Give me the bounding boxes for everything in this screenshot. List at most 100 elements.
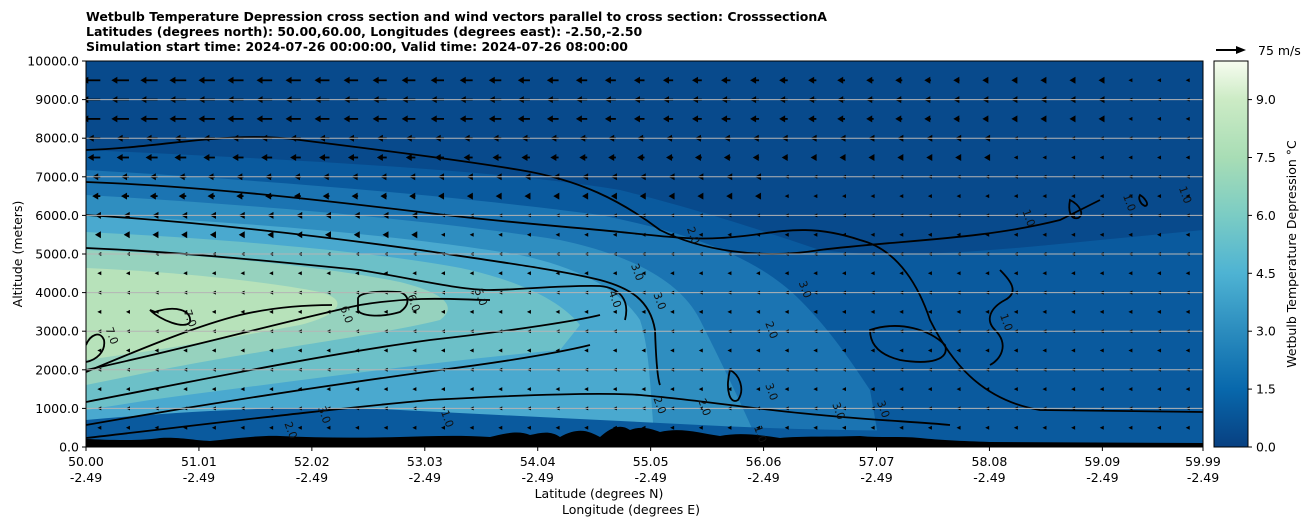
wind-arrow bbox=[612, 348, 617, 353]
wind-arrow-head bbox=[841, 271, 846, 276]
contour-label: 1.0 bbox=[438, 408, 456, 429]
wind-arrow-head bbox=[434, 154, 441, 161]
contour-line bbox=[1138, 193, 1148, 207]
wind-arrow bbox=[97, 387, 102, 392]
x-tick-label-longitude: -2.49 bbox=[1187, 470, 1219, 485]
wind-arrow-head bbox=[670, 387, 675, 392]
wind-arrow-head bbox=[383, 425, 388, 430]
wind-arrow-head bbox=[784, 425, 789, 430]
wind-arrow-head bbox=[526, 309, 531, 314]
wind-arrow-head bbox=[211, 425, 216, 430]
wind-arrow bbox=[756, 387, 761, 392]
wind-arrow-head bbox=[813, 232, 818, 237]
colorbar-tick-label: 0.0 bbox=[1256, 440, 1276, 455]
wind-arrow-head bbox=[584, 348, 589, 353]
contour-line bbox=[86, 333, 106, 363]
wind-arrow bbox=[1071, 232, 1076, 237]
wind-arrow bbox=[727, 387, 732, 392]
wind-arrow-head bbox=[582, 192, 589, 200]
wind-arrow bbox=[326, 425, 331, 430]
wind-arrow bbox=[897, 154, 904, 161]
wind-arrow bbox=[409, 192, 416, 200]
colorbar-tick-label: 7.5 bbox=[1256, 150, 1276, 165]
wind-arrow-head bbox=[459, 76, 466, 84]
wind-arrow bbox=[111, 115, 129, 123]
wind-arrow-head bbox=[297, 425, 302, 430]
wind-arrow bbox=[1071, 155, 1076, 160]
wind-arrow-head bbox=[207, 192, 214, 200]
wind-arrow-head bbox=[463, 154, 470, 161]
wind-arrow-head bbox=[1185, 155, 1190, 160]
wind-arrow bbox=[985, 387, 990, 392]
wind-arrow bbox=[94, 231, 101, 239]
wind-arrow bbox=[633, 115, 645, 123]
wind-arrow bbox=[322, 192, 330, 200]
wind-arrow-head bbox=[116, 154, 123, 161]
wind-arrow bbox=[372, 115, 387, 123]
wind-arrow-head bbox=[866, 115, 873, 123]
wind-arrow bbox=[521, 154, 530, 161]
wind-arrow bbox=[1013, 271, 1018, 276]
wind-arrow-head bbox=[517, 115, 524, 123]
wind-arrow bbox=[784, 271, 789, 276]
wind-arrow-head bbox=[839, 154, 846, 161]
wind-arrow-head bbox=[227, 115, 234, 123]
wind-arrow-head bbox=[469, 348, 474, 353]
wind-arrow bbox=[899, 194, 904, 199]
wind-arrow bbox=[469, 309, 474, 314]
wind-arrow bbox=[401, 115, 416, 123]
wind-arrow-head bbox=[198, 76, 205, 84]
wind-arrow-head bbox=[897, 154, 904, 161]
wind-arrow-head bbox=[459, 115, 466, 123]
wind-arrow bbox=[438, 192, 445, 200]
wind-arrow-head bbox=[438, 192, 445, 200]
wind-arrow-head bbox=[1185, 425, 1190, 430]
wind-arrow-head bbox=[1099, 387, 1104, 392]
wind-arrow bbox=[692, 115, 702, 123]
wind-arrow-head bbox=[1128, 271, 1133, 276]
wind-arrow bbox=[1157, 387, 1162, 392]
wind-arrow bbox=[633, 76, 645, 84]
wind-arrow bbox=[756, 271, 761, 276]
colorbar-tick-label: 6.0 bbox=[1256, 208, 1276, 223]
wind-arrow-head bbox=[781, 154, 788, 161]
wind-arrow bbox=[125, 387, 130, 392]
contour-label: 1.0 bbox=[1120, 192, 1138, 213]
wind-arrow-head bbox=[784, 271, 789, 276]
wind-arrow-head bbox=[1071, 194, 1076, 199]
wind-arrow-head bbox=[1185, 116, 1190, 121]
wind-arrow bbox=[813, 387, 818, 392]
wind-arrow-head bbox=[267, 231, 274, 239]
wind-arrow-head bbox=[555, 348, 560, 353]
wind-arrow-head bbox=[326, 309, 331, 314]
wind-arrow-head bbox=[870, 309, 875, 314]
wind-arrow bbox=[526, 348, 531, 353]
wind-arrow bbox=[727, 309, 732, 314]
wind-arrow bbox=[899, 271, 904, 276]
wind-arrow bbox=[154, 425, 159, 430]
wind-arrow bbox=[1128, 309, 1133, 314]
wind-arrow-head bbox=[355, 425, 360, 430]
wind-arrow-head bbox=[285, 76, 292, 84]
wind-arrow bbox=[985, 271, 990, 276]
wind-arrow-head bbox=[1128, 194, 1133, 199]
wind-arrow-head bbox=[612, 232, 617, 237]
wind-arrow bbox=[927, 232, 932, 237]
wind-arrow bbox=[498, 425, 503, 430]
wind-arrow-head bbox=[555, 425, 560, 430]
wind-arrow bbox=[86, 76, 101, 84]
wind-arrow-head bbox=[808, 115, 815, 123]
wind-arrow-head bbox=[546, 76, 553, 84]
wind-arrow bbox=[726, 192, 733, 200]
x-axis: 50.00-2.4951.01-2.4952.02-2.4953.03-2.49… bbox=[68, 447, 1221, 485]
wind-arrow-head bbox=[982, 76, 989, 84]
wind-arrow bbox=[899, 425, 904, 430]
wind-arrow-head bbox=[211, 309, 216, 314]
wind-arrow-head bbox=[521, 154, 528, 161]
x-tick-label-longitude: -2.49 bbox=[409, 470, 441, 485]
wind-arrow-head bbox=[841, 232, 846, 237]
wind-arrow-head bbox=[841, 425, 846, 430]
wind-arrow bbox=[121, 192, 129, 200]
wind-arrow-head bbox=[355, 348, 360, 353]
wind-arrow-head bbox=[808, 76, 815, 84]
